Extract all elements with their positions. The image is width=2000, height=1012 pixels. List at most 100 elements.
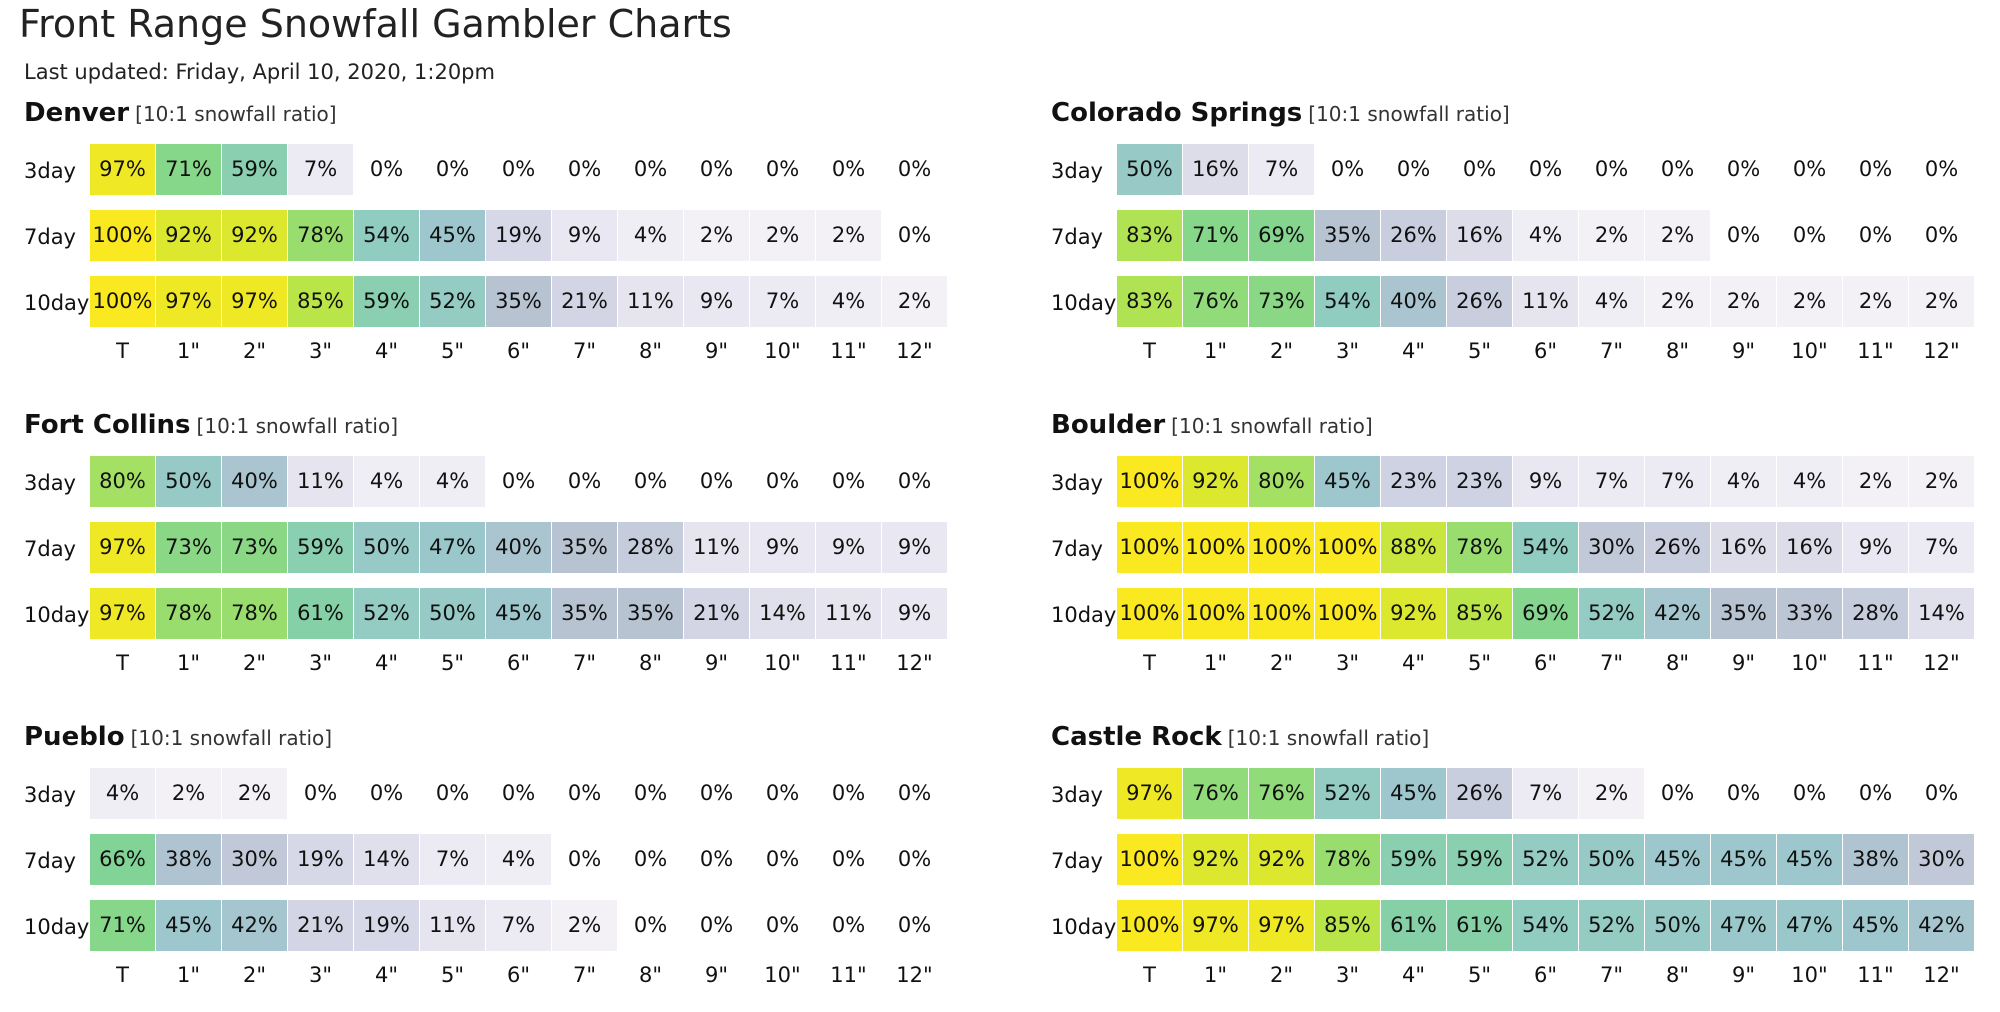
panel-subtitle: [10:1 snowfall ratio] — [135, 102, 337, 126]
panel-title: Pueblo — [24, 722, 125, 752]
x-tick-12in: 12" — [1923, 339, 1960, 363]
x-tick-11in: 11" — [1857, 339, 1894, 363]
heatmap-cell-7day-9in: 45% — [1711, 834, 1776, 885]
panel-denver: Denver [10:1 snowfall ratio] 3day 97% 71% 59%… — [24, 98, 947, 388]
heatmap-cell-7day-2in: 92% — [222, 210, 287, 261]
heatmap-cell-7day-5in: 78% — [1447, 522, 1512, 573]
x-tick-t: T — [1143, 339, 1156, 363]
heatmap-cell-3day-6in: 0% — [1528, 157, 1563, 181]
x-tick-6in: 6" — [1533, 339, 1558, 363]
heatmap-cell-7day-4in: 26% — [1381, 210, 1446, 261]
heatmap-cell-7day-6in: 52% — [1513, 834, 1578, 885]
heatmap-cell-7day-3in: 78% — [1315, 834, 1380, 885]
x-tick-6in: 6" — [506, 963, 531, 987]
heatmap-cell-3day-3in: 0% — [303, 781, 338, 805]
x-tick-5in: 5" — [1467, 963, 1492, 987]
heatmap-cell-10day-9in: 47% — [1711, 900, 1776, 951]
heatmap-cell-10day-5in: 61% — [1447, 900, 1512, 951]
row-label-10day: 10day — [1051, 603, 1117, 627]
row-label-7day: 7day — [24, 849, 76, 873]
heatmap-cell-7day-10in: 45% — [1777, 834, 1842, 885]
heatmap-cell-3day-1in: 76% — [1183, 768, 1248, 819]
heatmap-cell-7day-3in: 19% — [288, 834, 353, 885]
heatmap-cell-3day-10in: 0% — [1792, 157, 1827, 181]
x-tick-8in: 8" — [638, 963, 663, 987]
panel-subtitle: [10:1 snowfall ratio] — [1308, 102, 1510, 126]
heatmap-cell-7day-2in: 92% — [1249, 834, 1314, 885]
panel-title: Castle Rock — [1051, 722, 1222, 752]
heatmap-cell-10day-6in: 11% — [1513, 276, 1578, 327]
heatmap-cell-7day-t: 100% — [1117, 834, 1182, 885]
heatmap-cell-10day-t: 100% — [90, 276, 155, 327]
x-tick-10in: 10" — [1791, 963, 1828, 987]
x-tick-11in: 11" — [830, 963, 867, 987]
heatmap-cell-10day-8in: 50% — [1645, 900, 1710, 951]
heatmap-cell-7day-10in: 9% — [750, 522, 815, 573]
heatmap-cell-3day-6in: 9% — [1513, 456, 1578, 507]
heatmap-cell-7day-12in: 9% — [882, 522, 947, 573]
heatmap-cell-7day-5in: 16% — [1447, 210, 1512, 261]
heatmap-cell-3day-2in: 2% — [222, 768, 287, 819]
x-tick-9in: 9" — [704, 339, 729, 363]
x-tick-9in: 9" — [1731, 651, 1756, 675]
heatmap-cell-10day-7in: 2% — [552, 900, 617, 951]
heatmap-cell-7day-8in: 28% — [618, 522, 683, 573]
heatmap-cell-7day-9in: 11% — [684, 522, 749, 573]
heatmap-cell-10day-4in: 92% — [1381, 588, 1446, 639]
x-tick-4in: 4" — [374, 963, 399, 987]
x-tick-9in: 9" — [1731, 339, 1756, 363]
heatmap-cell-10day-1in: 97% — [156, 276, 221, 327]
heatmap-cell-10day-1in: 45% — [156, 900, 221, 951]
heatmap-cell-10day-2in: 97% — [222, 276, 287, 327]
heatmap-cell-7day-t: 83% — [1117, 210, 1182, 261]
heatmap-cell-10day-12in: 2% — [1909, 276, 1974, 327]
heatmap-cell-3day-7in: 0% — [567, 781, 602, 805]
heatmap-cell-7day-12in: 0% — [1924, 223, 1959, 247]
x-tick-7in: 7" — [1599, 339, 1624, 363]
row-label-3day: 3day — [24, 471, 76, 495]
x-tick-12in: 12" — [896, 339, 933, 363]
panel-subtitle: [10:1 snowfall ratio] — [130, 726, 333, 750]
heatmap-cell-3day-9in: 0% — [1726, 781, 1761, 805]
heatmap-cell-3day-t: 80% — [90, 456, 155, 507]
row-label-3day: 3day — [1051, 159, 1103, 183]
x-tick-7in: 7" — [572, 339, 597, 363]
heatmap-cell-3day-3in: 52% — [1315, 768, 1380, 819]
heatmap-cell-10day-6in: 7% — [486, 900, 551, 951]
x-tick-3in: 3" — [308, 339, 333, 363]
heatmap-cell-3day-5in: 26% — [1447, 768, 1512, 819]
heatmap-cell-7day-10in: 0% — [765, 847, 800, 871]
heatmap-cell-7day-8in: 45% — [1645, 834, 1710, 885]
heatmap-cell-3day-5in: 0% — [1462, 157, 1497, 181]
heatmap-cell-3day-2in: 7% — [1249, 144, 1314, 195]
heatmap-cell-3day-11in: 2% — [1843, 456, 1908, 507]
row-label-3day: 3day — [1051, 783, 1103, 807]
heatmap-cell-7day-7in: 50% — [1579, 834, 1644, 885]
heatmap-cell-10day-3in: 54% — [1315, 276, 1380, 327]
x-tick-t: T — [1143, 651, 1156, 675]
heatmap-cell-10day-2in: 97% — [1249, 900, 1314, 951]
heatmap-cell-7day-1in: 100% — [1183, 522, 1248, 573]
row-label-7day: 7day — [1051, 849, 1103, 873]
panel-header: Colorado Springs [10:1 snowfall ratio] — [1051, 98, 1510, 128]
panel-subtitle: [10:1 snowfall ratio] — [1227, 726, 1430, 750]
heatmap-cell-3day-11in: 0% — [831, 157, 866, 181]
heatmap-cell-3day-11in: 0% — [831, 469, 866, 493]
x-tick-2in: 2" — [1269, 651, 1294, 675]
x-tick-5in: 5" — [440, 963, 465, 987]
heatmap-cell-3day-2in: 59% — [222, 144, 287, 195]
heatmap-cell-7day-3in: 59% — [288, 522, 353, 573]
heatmap-cell-3day-5in: 4% — [420, 456, 485, 507]
heatmap-cell-7day-6in: 40% — [486, 522, 551, 573]
panel-subtitle: [10:1 snowfall ratio] — [1171, 414, 1373, 438]
heatmap-cell-10day-2in: 42% — [222, 900, 287, 951]
heatmap-cell-3day-7in: 0% — [1594, 157, 1629, 181]
heatmap-cell-3day-4in: 0% — [369, 157, 404, 181]
heatmap-cell-10day-7in: 52% — [1579, 588, 1644, 639]
heatmap-cell-3day-1in: 16% — [1183, 144, 1248, 195]
heatmap-cell-3day-12in: 0% — [897, 157, 932, 181]
row-label-3day: 3day — [24, 159, 76, 183]
heatmap-cell-7day-9in: 16% — [1711, 522, 1776, 573]
page-title: Front Range Snowfall Gambler Charts — [19, 2, 732, 46]
heatmap-cell-10day-12in: 0% — [897, 913, 932, 937]
